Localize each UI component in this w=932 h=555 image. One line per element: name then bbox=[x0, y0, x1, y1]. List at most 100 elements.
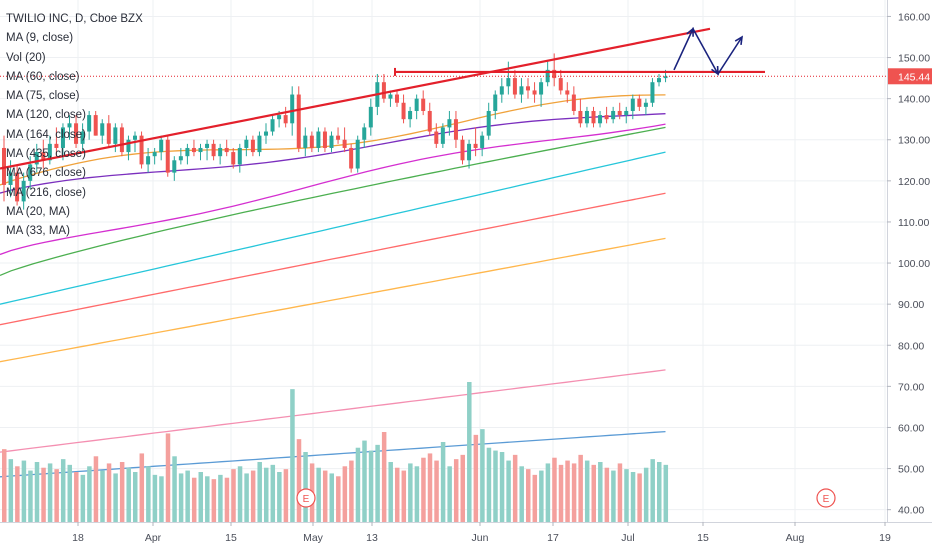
legend-item-ma435[interactable]: MA (435, close) bbox=[6, 148, 86, 161]
candle-body bbox=[165, 139, 170, 173]
candle-body bbox=[355, 139, 360, 169]
volume-bar bbox=[604, 467, 610, 522]
legend-item-ma120[interactable]: MA (120, close) bbox=[6, 109, 86, 122]
upper-trendline bbox=[0, 27, 711, 170]
volume-bar bbox=[355, 447, 361, 522]
time-tick-label: Jul bbox=[621, 532, 634, 544]
legend-item-ma20-ma[interactable]: MA (20, MA) bbox=[6, 205, 70, 218]
candle-body bbox=[663, 76, 668, 79]
candle-body bbox=[34, 152, 39, 165]
candle-body bbox=[290, 94, 295, 124]
candle-body bbox=[270, 119, 275, 132]
candle-body bbox=[486, 110, 491, 136]
legend-item-vol[interactable]: Vol (20) bbox=[6, 51, 46, 64]
price-tick-label: 60.00 bbox=[898, 422, 924, 434]
time-tick-label: 15 bbox=[225, 532, 237, 544]
volume-bar bbox=[54, 469, 59, 522]
price-tick-label: 70.00 bbox=[898, 381, 924, 393]
volume-bar bbox=[611, 470, 616, 522]
candle-body bbox=[506, 78, 511, 87]
candle-body bbox=[178, 156, 183, 161]
earnings-label: E bbox=[823, 494, 830, 505]
time-tick-label: 19 bbox=[879, 532, 891, 544]
volume-bar bbox=[637, 473, 642, 522]
volume-bar bbox=[139, 453, 145, 522]
ma-line bbox=[0, 123, 666, 256]
volume-bar bbox=[87, 466, 92, 522]
candle-body bbox=[473, 143, 478, 148]
legend-item-ma676[interactable]: MA (676, close) bbox=[6, 167, 86, 180]
volume-bar bbox=[427, 453, 433, 522]
price-tick-label: 100.00 bbox=[898, 258, 930, 270]
candle-body bbox=[303, 135, 308, 148]
current-price-label: 145.44 bbox=[898, 71, 930, 83]
volume-bar bbox=[381, 432, 387, 522]
candle-body bbox=[113, 127, 118, 144]
volume-bar bbox=[657, 462, 662, 522]
volume-bar bbox=[277, 472, 282, 522]
volume-bar bbox=[552, 457, 557, 522]
legend-item-ma164[interactable]: MA (164, close) bbox=[6, 128, 86, 141]
volume-bar bbox=[264, 467, 269, 522]
ma-line bbox=[0, 192, 666, 326]
candle-body bbox=[598, 115, 603, 124]
legend-item-ma9[interactable]: MA (9, close) bbox=[6, 32, 74, 45]
time-tick-label: 13 bbox=[366, 532, 378, 544]
candle-body bbox=[643, 102, 648, 107]
symbol-title[interactable]: TWILIO INC, D, Cboe BZX bbox=[6, 13, 143, 25]
volume-bar bbox=[453, 459, 459, 522]
volume-bar bbox=[218, 474, 223, 522]
projection-arrowhead bbox=[734, 35, 744, 46]
time-tick-label: 17 bbox=[547, 532, 559, 544]
candle-body bbox=[80, 131, 85, 144]
candle-body bbox=[401, 102, 406, 120]
earnings-event-marker: E bbox=[816, 488, 836, 508]
candle-body bbox=[604, 115, 609, 120]
candle-body bbox=[218, 147, 223, 157]
candle-body bbox=[309, 135, 314, 148]
volume-bar bbox=[80, 474, 86, 522]
ma-line bbox=[0, 369, 666, 453]
volume-bar bbox=[257, 462, 262, 522]
legend-item-ma60[interactable]: MA (60, close) bbox=[6, 70, 80, 83]
volume-bar bbox=[165, 433, 171, 522]
candle-body bbox=[427, 110, 432, 132]
volume-bar bbox=[41, 467, 46, 522]
indicator-legend: TWILIO INC, D, Cboe BZX MA (9, close) Vo… bbox=[6, 10, 143, 242]
volume-bar bbox=[624, 469, 629, 522]
candle-body bbox=[106, 123, 111, 144]
volume-bar bbox=[67, 464, 72, 522]
volume-bar bbox=[440, 442, 446, 522]
volume-bar bbox=[421, 457, 426, 522]
candle-body bbox=[440, 127, 445, 144]
candle-body bbox=[172, 160, 177, 173]
candle-body bbox=[630, 98, 635, 111]
candle-body bbox=[322, 131, 327, 148]
volume-bar bbox=[526, 469, 531, 522]
price-tick-label: 40.00 bbox=[898, 505, 924, 517]
candle-body bbox=[571, 94, 576, 111]
candle-body bbox=[539, 82, 544, 95]
legend-item-ma33-ma[interactable]: MA (33, MA) bbox=[6, 225, 70, 238]
candle-body bbox=[257, 135, 262, 153]
volume-bar bbox=[8, 459, 14, 522]
price-tick-label: 80.00 bbox=[898, 340, 924, 352]
candle-body bbox=[87, 115, 92, 132]
volume-bar bbox=[133, 472, 138, 522]
volume-bar bbox=[493, 450, 498, 522]
candle-body bbox=[74, 123, 79, 144]
time-tick-label: Jun bbox=[472, 532, 489, 544]
volume-bar bbox=[545, 463, 551, 522]
volume-bar bbox=[296, 439, 302, 522]
legend-item-ma75[interactable]: MA (75, close) bbox=[6, 90, 80, 103]
volume-bar bbox=[270, 464, 276, 522]
volume-bar bbox=[506, 460, 511, 522]
candle-body bbox=[133, 135, 137, 140]
candle-body bbox=[198, 147, 203, 153]
candle-body bbox=[368, 106, 373, 128]
legend-item-ma216[interactable]: MA (216, close) bbox=[6, 186, 86, 199]
candle-body bbox=[329, 135, 334, 148]
candle-body bbox=[499, 86, 504, 95]
